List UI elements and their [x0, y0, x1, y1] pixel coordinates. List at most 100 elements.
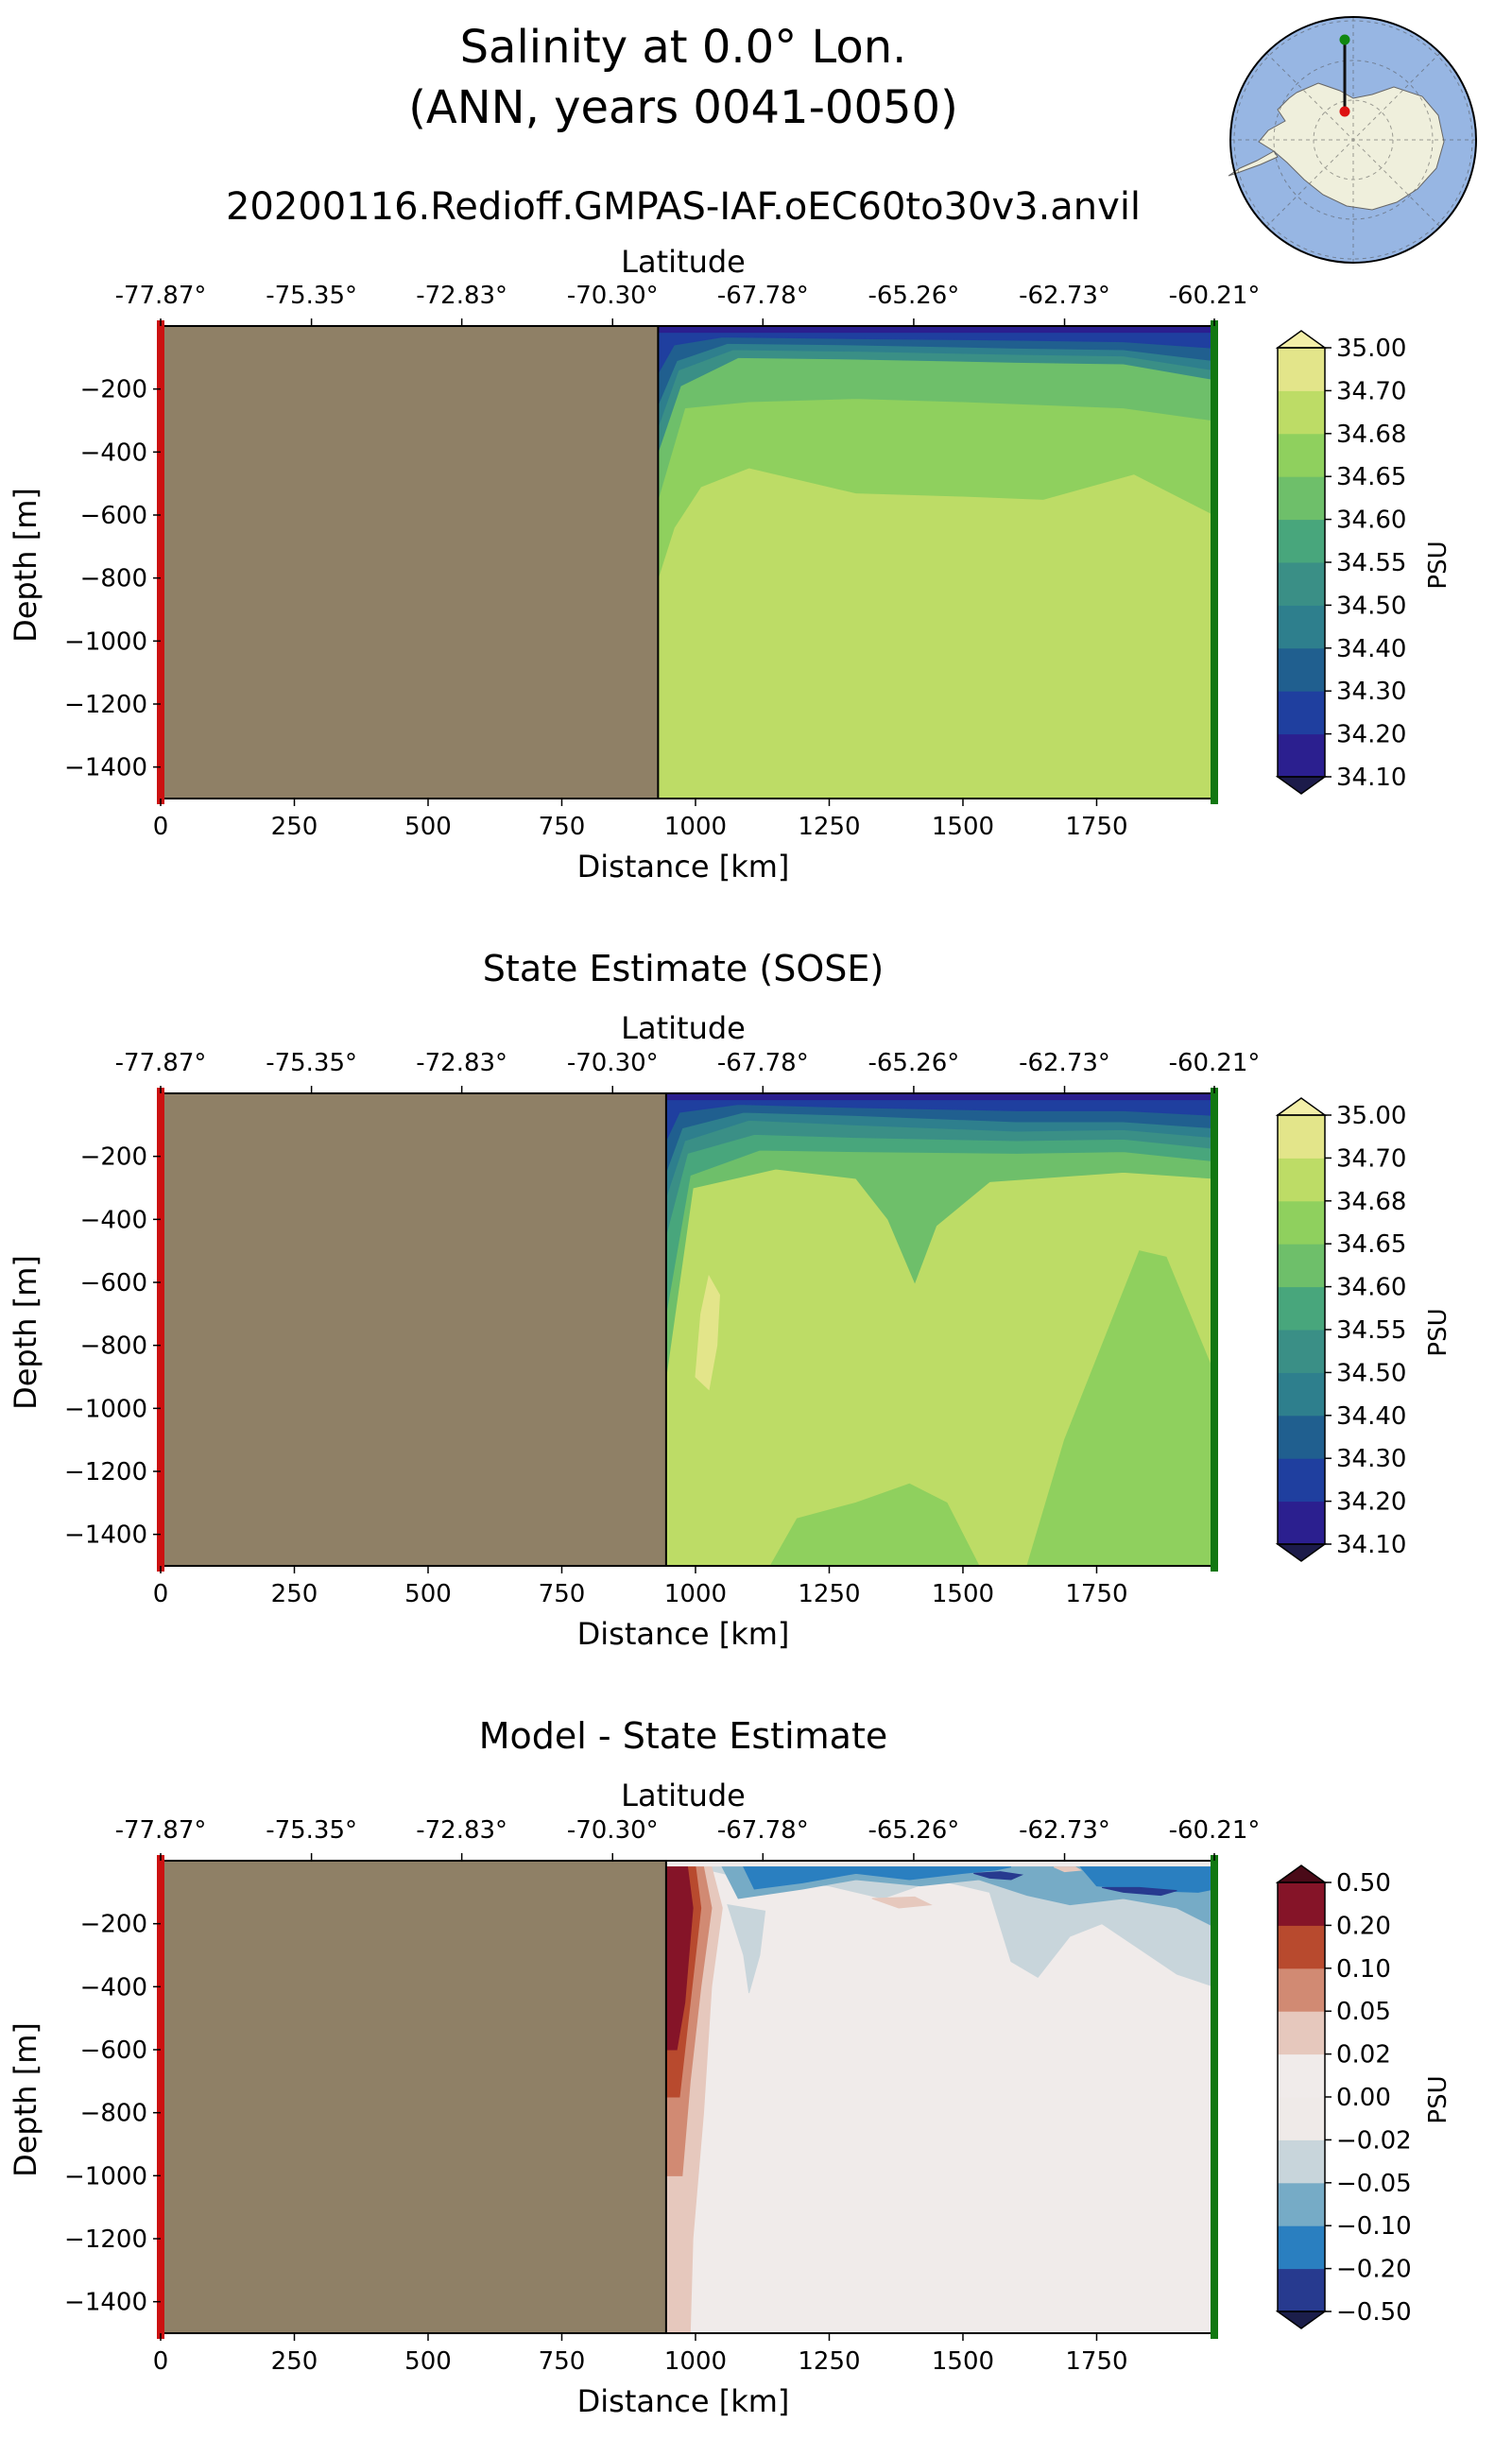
colorbar-tick-label: 0.02	[1336, 2041, 1391, 2070]
x-tick-label: 250	[271, 813, 318, 841]
colorbar-segment	[1278, 2225, 1325, 2270]
colorbar-tick-label: −0.05	[1336, 2170, 1412, 2198]
lat-tick-label: -77.87°	[115, 1049, 207, 1077]
contour-patch	[1053, 1866, 1083, 1873]
lat-tick-label: -67.78°	[717, 282, 809, 310]
colorbar-segment	[1278, 605, 1325, 649]
x-tick-label: 1250	[798, 2347, 860, 2376]
x-tick-label: 750	[539, 1580, 586, 1608]
y-axis-label: Depth [m]	[8, 488, 43, 643]
y-tick-label: −800	[80, 565, 147, 593]
lat-tick-label: -75.35°	[266, 282, 357, 310]
y-tick-label: −200	[80, 1911, 147, 1939]
transect-end-bar	[1211, 1855, 1218, 2339]
x-tick-label: 750	[539, 2347, 586, 2376]
land-mask	[161, 326, 659, 799]
y-tick-label: −400	[80, 1206, 147, 1234]
colorbar-tick-label: 34.30	[1336, 678, 1406, 706]
colorbar-segment	[1278, 733, 1325, 778]
contour-patch	[1026, 1250, 1214, 1566]
colorbar-segment	[1278, 1501, 1325, 1545]
colorbar-tick-label: 34.10	[1336, 764, 1406, 792]
lat-tick-label: -65.26°	[868, 282, 959, 310]
colorbar-segment	[1278, 476, 1325, 521]
y-tick-label: −1400	[64, 754, 147, 782]
contour-band	[657, 326, 1214, 500]
x-tick-label: 1000	[664, 1580, 727, 1608]
contour-band	[665, 1093, 1214, 1173]
colorbar-tick-label: −0.02	[1336, 2126, 1412, 2155]
contour-patch	[769, 1483, 980, 1566]
colorbar-tick-label: 34.50	[1336, 592, 1406, 620]
y-axis-label: Depth [m]	[8, 1255, 43, 1410]
contour-band	[665, 1093, 1214, 1142]
x-tick-label: 1500	[932, 813, 994, 841]
top-axis-label: Latitude	[621, 1010, 746, 1046]
panel-sose: State Estimate (SOSE) Latitude Distance …	[8, 948, 1452, 1652]
colorbar-tick-label: 34.10	[1336, 1531, 1406, 1559]
y-tick-label: −600	[80, 2036, 147, 2065]
colorbar-tick-label: 35.00	[1336, 1102, 1406, 1130]
run-name: 20200116.Redioff.GMPAS-IAF.oEC60to30v3.a…	[226, 185, 1141, 229]
x-tick-label: 500	[404, 813, 452, 841]
colorbar-tick-label: 0.00	[1336, 2084, 1391, 2112]
y-tick-label: −1200	[64, 1458, 147, 1486]
lat-tick-label: -62.73°	[1019, 282, 1110, 310]
x-tick-label: 1250	[798, 1580, 860, 1608]
inset-gridlines	[1230, 17, 1476, 263]
y-tick-label: −1000	[64, 1395, 147, 1423]
x-tick-label: 250	[271, 2347, 318, 2376]
top-axis-label: Latitude	[621, 1778, 746, 1813]
lat-tick-label: -60.21°	[1169, 1816, 1261, 1845]
contour-band	[657, 326, 1214, 453]
contour-patch	[1079, 1866, 1214, 1893]
contour-band	[665, 1093, 1214, 1378]
x-tick-label: 0	[153, 2347, 169, 2376]
colorbar-extend-bottom	[1275, 776, 1328, 795]
lat-tick-label: -67.78°	[717, 1816, 809, 1845]
panel-model: Latitude Distance [km] Depth [m] PSU 0 25…	[8, 244, 1452, 885]
colorbar-tick-label: 34.70	[1336, 1144, 1406, 1173]
colorbar-label: PSU	[1424, 1308, 1452, 1356]
colorbar-label: PSU	[1424, 541, 1452, 589]
colorbar-segment	[1278, 647, 1325, 692]
x-tick-label: 500	[404, 2347, 452, 2376]
colorbar-segment	[1278, 1882, 1325, 1926]
contour-patch	[695, 1274, 720, 1391]
y-tick-label: −1400	[64, 2289, 147, 2317]
lat-tick-label: -65.26°	[868, 1816, 959, 1845]
land-mask	[161, 1093, 666, 1566]
x-tick-label: 1250	[798, 813, 860, 841]
colorbar-segment	[1278, 2139, 1325, 2184]
y-axis-label: Depth [m]	[8, 2022, 43, 2177]
colorbar-tick-label: 34.20	[1336, 1488, 1406, 1517]
colorbar-segment	[1278, 2097, 1325, 2140]
colorbar-segment	[1278, 519, 1325, 563]
colorbar-segment	[1278, 1458, 1325, 1503]
land-mask	[161, 1861, 666, 2333]
colorbar-segment	[1278, 1415, 1325, 1459]
lat-tick-label: -70.30°	[567, 1816, 659, 1845]
plot-area	[161, 1093, 1214, 1566]
transect-end-marker	[1339, 34, 1350, 45]
colorbar-tick-label: 34.65	[1336, 463, 1406, 491]
y-tick-label: −200	[80, 376, 147, 404]
antarctic-peninsula	[1228, 150, 1279, 177]
colorbar-tick-label: 34.70	[1336, 377, 1406, 405]
panel-title: State Estimate (SOSE)	[483, 948, 884, 989]
plot-area	[161, 326, 1214, 799]
colorbar-tick-label: 34.30	[1336, 1445, 1406, 1473]
colorbar-extend-bottom	[1275, 1543, 1328, 1562]
x-tick-label: 250	[271, 1580, 318, 1608]
y-tick-label: −600	[80, 1269, 147, 1297]
lat-tick-label: -72.83°	[416, 1816, 507, 1845]
inset-map	[1228, 16, 1477, 264]
colorbar-segment	[1278, 1200, 1325, 1245]
colorbar-segment	[1278, 2053, 1325, 2098]
colorbar-tick-label: 0.20	[1336, 1912, 1391, 1940]
x-tick-label: 1750	[1065, 1580, 1127, 1608]
lat-tick-label: -70.30°	[567, 1049, 659, 1077]
colorbar-tick-label: −0.50	[1336, 2298, 1412, 2327]
contour-patch	[727, 1904, 766, 1994]
